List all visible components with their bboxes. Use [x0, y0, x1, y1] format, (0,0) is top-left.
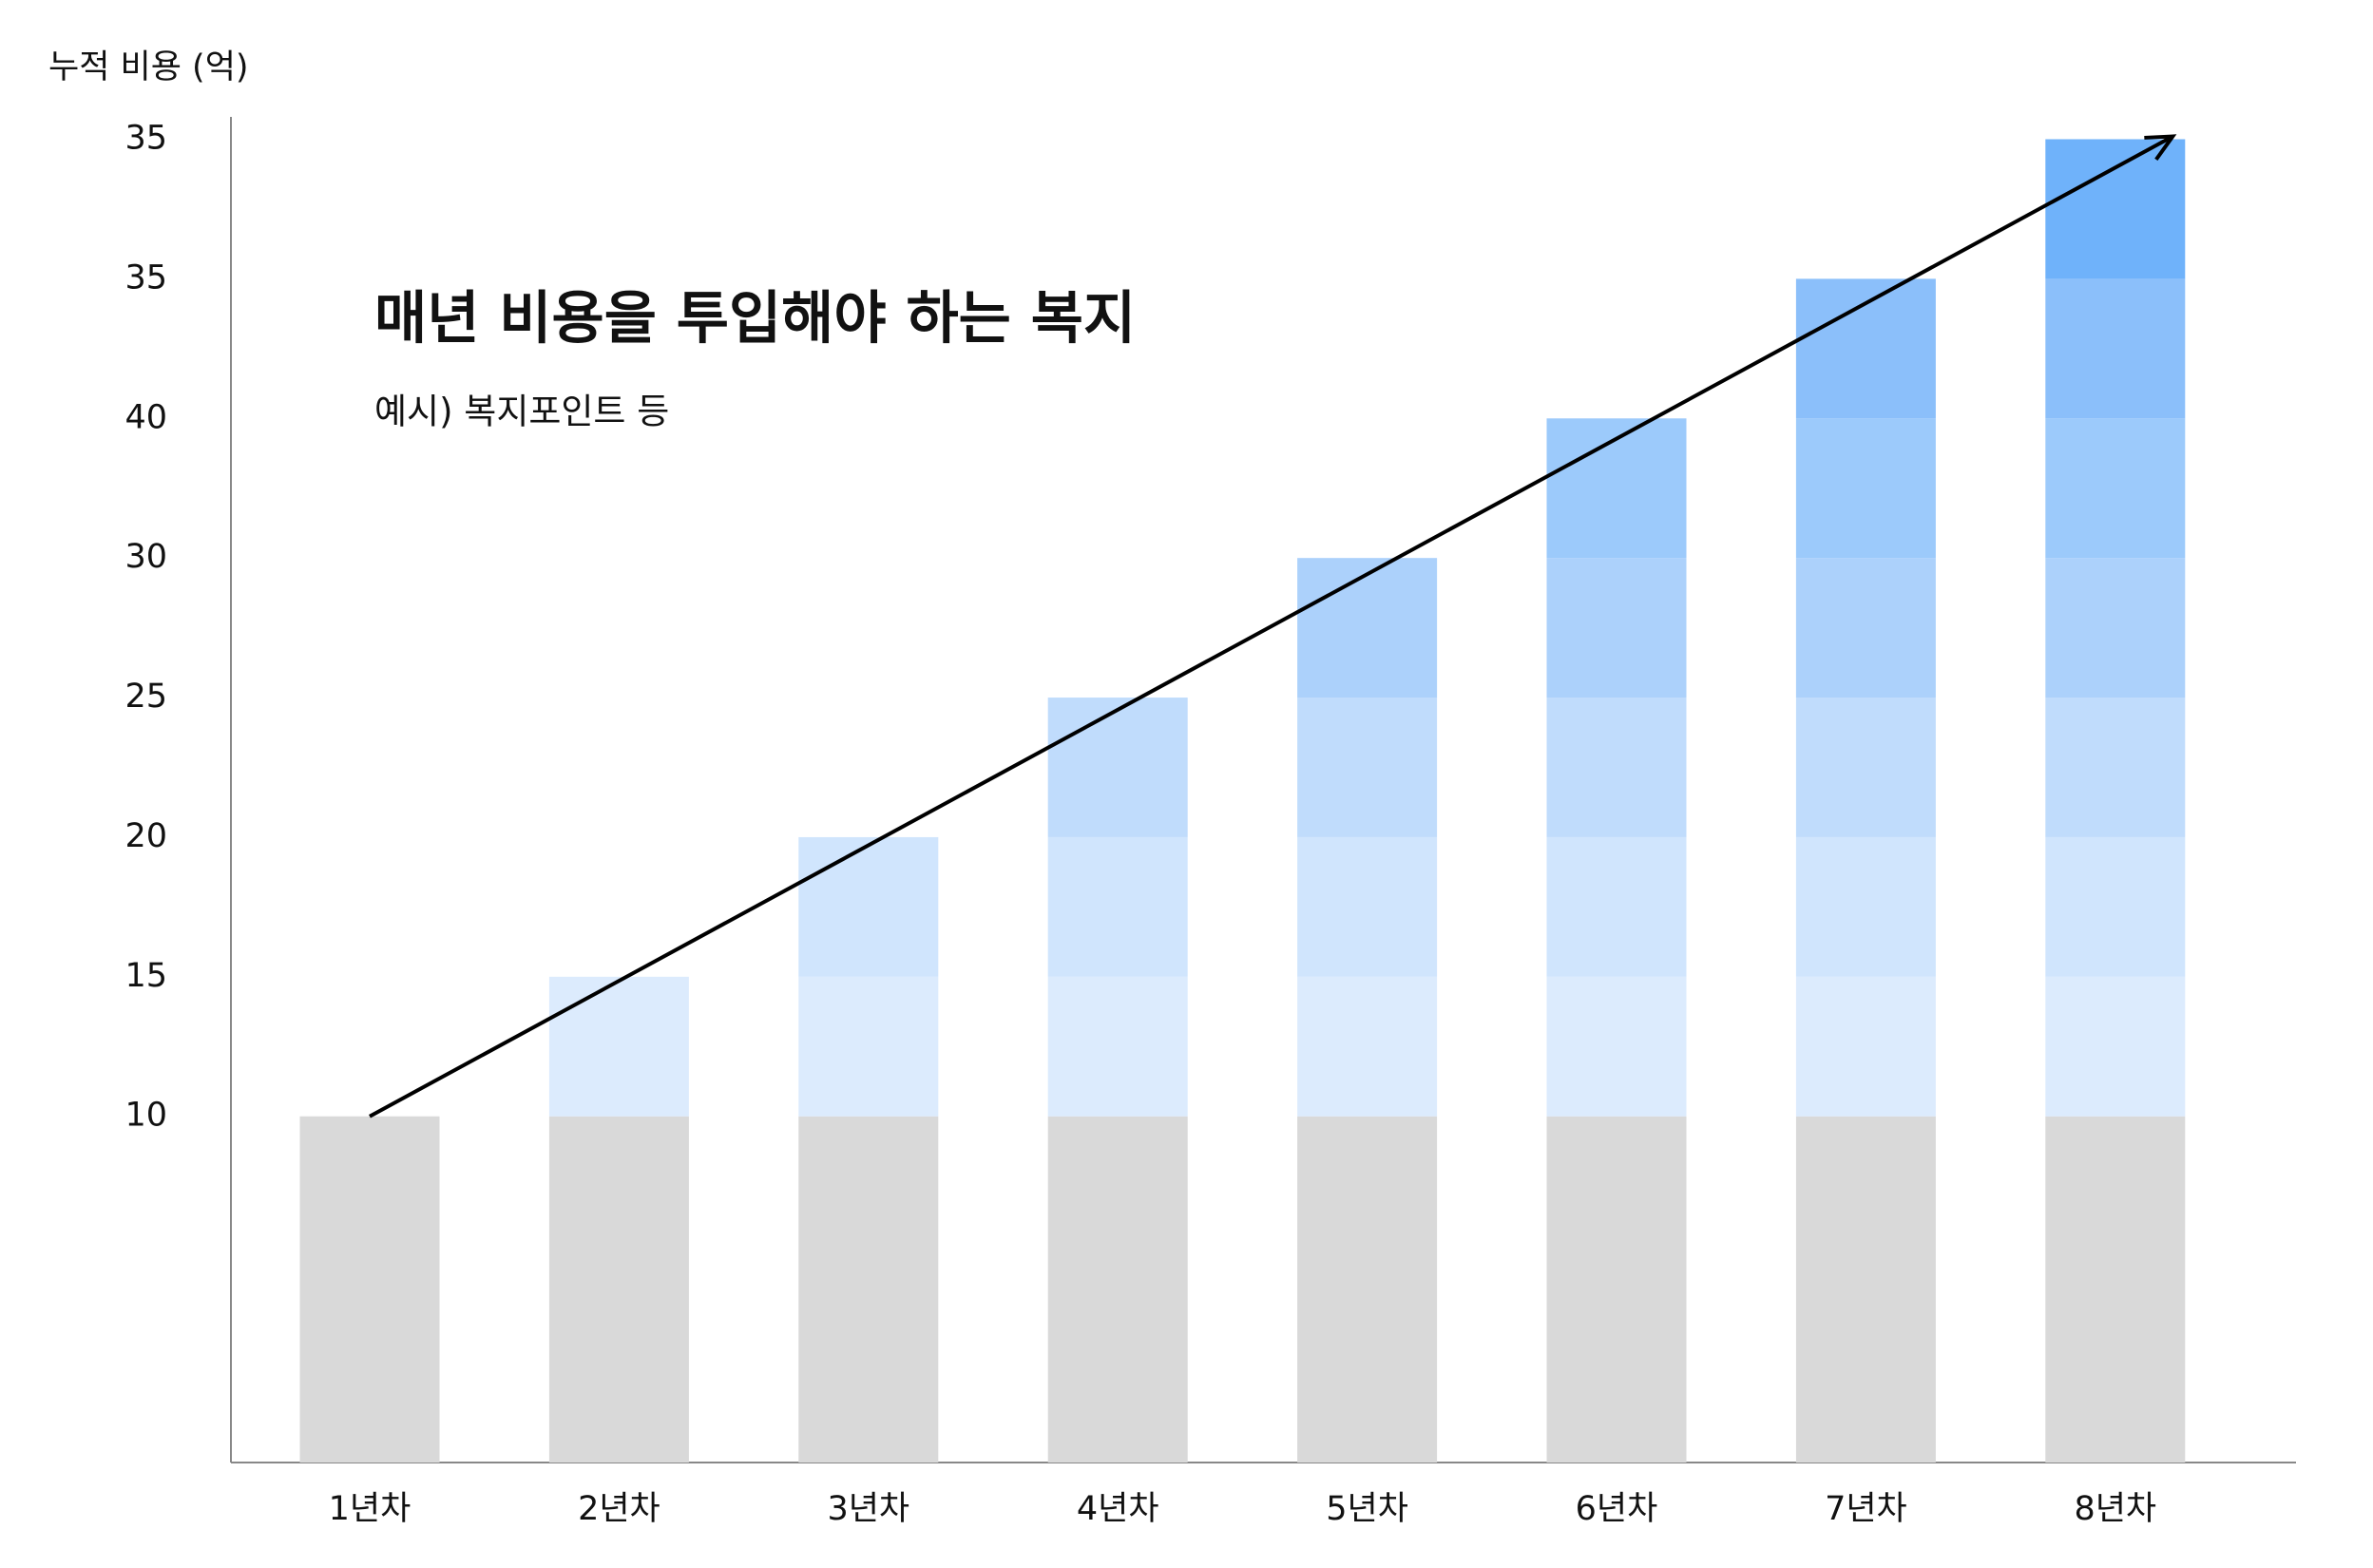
bar-segment — [1297, 558, 1438, 698]
bar-segment — [1795, 278, 1936, 419]
bar-segment — [299, 1116, 440, 1463]
bar-segment — [548, 1116, 689, 1463]
y-tick-label: 40 — [124, 398, 167, 436]
trend-arrow — [369, 134, 2174, 1119]
y-tick-label: 15 — [124, 957, 167, 995]
bar-segment — [2045, 836, 2186, 977]
y-tick-label: 35 — [124, 258, 167, 296]
bar-segment — [1297, 698, 1438, 837]
bar-segment — [798, 836, 939, 977]
bar-segment — [1546, 836, 1687, 977]
bar-segment — [1546, 976, 1687, 1117]
bar-segment — [2045, 278, 2186, 419]
bar-segment — [1795, 1116, 1936, 1463]
x-tick-label: 8년차 — [2074, 1490, 2156, 1528]
bar-segment — [2045, 418, 2186, 559]
bar-segment — [2045, 976, 2186, 1117]
chart-subtitle: 예시) 복지포인트 등 — [374, 392, 669, 432]
bar-segment — [1297, 976, 1438, 1117]
x-tick-label: 2년차 — [578, 1490, 660, 1528]
bar-segment — [1297, 836, 1438, 977]
bar-segment — [1047, 698, 1188, 837]
bar-segment — [1047, 836, 1188, 977]
bar-segment — [1546, 1116, 1687, 1463]
bar-segment — [1795, 698, 1936, 837]
bar-segment — [1795, 976, 1936, 1117]
arrow-head — [2144, 134, 2177, 162]
y-tick-label: 20 — [124, 817, 167, 855]
x-tick-label: 4년차 — [1077, 1490, 1159, 1528]
bar-segment — [2045, 558, 2186, 698]
bar-segment — [1047, 1116, 1188, 1463]
x-tick-label: 1년차 — [329, 1490, 411, 1528]
x-tick-label: 5년차 — [1326, 1490, 1408, 1528]
bar-segment — [1297, 1116, 1438, 1463]
bar-segment — [2045, 698, 2186, 837]
bar-segment — [1546, 558, 1687, 698]
x-tick-label: 6년차 — [1576, 1490, 1658, 1528]
bar-segment — [1546, 418, 1687, 559]
x-tick-label: 3년차 — [827, 1490, 909, 1528]
bar-segment — [1795, 836, 1936, 977]
bar-segment — [548, 976, 689, 1117]
x-tick-label: 7년차 — [1825, 1490, 1907, 1528]
bar-segment — [1795, 558, 1936, 698]
y-tick-label: 30 — [124, 538, 167, 576]
bar-segment — [798, 976, 939, 1117]
bar-segment — [1546, 698, 1687, 837]
y-tick-label: 35 — [124, 120, 167, 158]
bar-segment — [1047, 976, 1188, 1117]
y-tick-label: 25 — [124, 678, 167, 716]
bar-segment — [1795, 418, 1936, 559]
y-tick-label: 10 — [124, 1097, 167, 1135]
bar-segment — [2045, 1116, 2186, 1463]
y-axis-label: 누적 비용 (억) — [48, 48, 249, 86]
chart-title: 매년 비용을 투입해야 하는 복지 — [374, 286, 1136, 353]
bar-segment — [2045, 139, 2186, 279]
bar-segment — [798, 1116, 939, 1463]
